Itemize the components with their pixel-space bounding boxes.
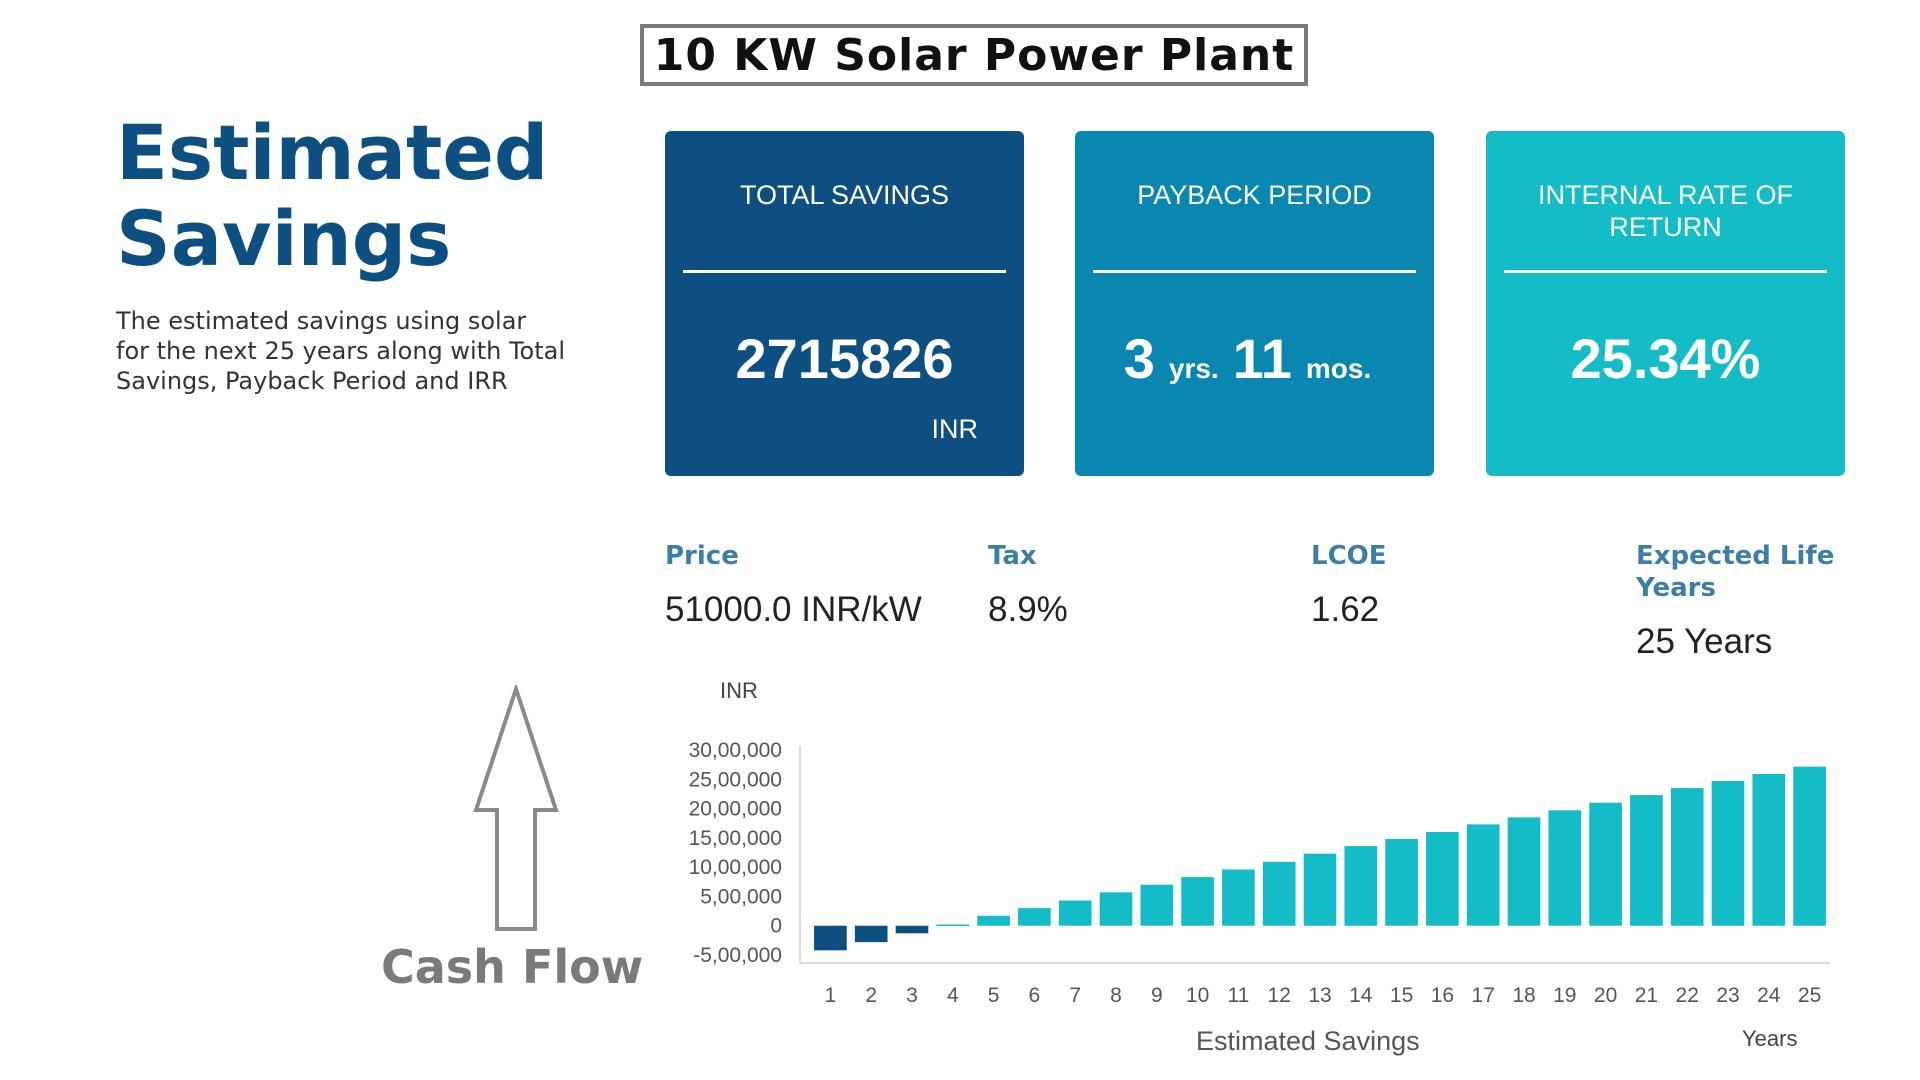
x-tick-label: 5 bbox=[988, 984, 1000, 1007]
bar-year-11 bbox=[1222, 869, 1255, 926]
total-savings-unit: INR bbox=[931, 414, 979, 444]
payback-months-unit: mos. bbox=[1305, 353, 1372, 384]
x-tick-label: 25 bbox=[1798, 984, 1821, 1007]
y-tick-label: 15,00,000 bbox=[689, 827, 782, 850]
total-savings-label: TOTAL SAVINGS bbox=[739, 180, 950, 210]
bar-year-17 bbox=[1466, 824, 1500, 926]
y-tick-label: 5,00,000 bbox=[700, 885, 782, 908]
chart-x-title: Estimated Savings bbox=[1196, 1026, 1420, 1056]
tax-label: Tax bbox=[988, 541, 1037, 571]
x-tick-label: 21 bbox=[1635, 984, 1658, 1007]
page-title: 10 KW Solar Power Plant bbox=[640, 24, 1308, 86]
bar-year-10 bbox=[1181, 877, 1214, 926]
section-heading: Estimated Savings bbox=[116, 110, 576, 282]
payback-months: 11 bbox=[1232, 327, 1292, 390]
bar-year-14 bbox=[1344, 846, 1378, 926]
chart-y-unit: INR bbox=[720, 678, 758, 703]
payback-period-card: PAYBACK PERIOD 3 yrs. 11 mos. bbox=[1075, 131, 1434, 476]
tax-stat: Tax 8.9% bbox=[988, 540, 1068, 630]
bar-year-22 bbox=[1670, 788, 1704, 926]
bar-year-3 bbox=[895, 925, 929, 934]
up-arrow-icon bbox=[473, 685, 559, 931]
irr-card: INTERNAL RATE OF RETURN 25.34% bbox=[1486, 131, 1845, 476]
bar-year-18 bbox=[1507, 817, 1541, 926]
lcoe-value: 1.62 bbox=[1311, 590, 1380, 629]
bar-year-16 bbox=[1426, 832, 1459, 926]
irr-label: INTERNAL RATE OF RETURN bbox=[1537, 180, 1794, 242]
payback-years: 3 bbox=[1123, 327, 1155, 390]
bar-year-24 bbox=[1752, 774, 1786, 926]
x-tick-label: 13 bbox=[1308, 984, 1331, 1007]
bar-year-13 bbox=[1303, 853, 1337, 926]
price-label: Price bbox=[665, 541, 739, 571]
x-tick-label: 20 bbox=[1594, 984, 1617, 1007]
bar-year-21 bbox=[1630, 795, 1663, 926]
x-tick-label: 9 bbox=[1151, 984, 1163, 1007]
y-tick-label: 10,00,000 bbox=[689, 856, 782, 879]
expected-life-value: 25 Years bbox=[1636, 622, 1773, 661]
total-savings-value: 2715826 bbox=[735, 327, 954, 390]
expected-life-label: Expected Life Years bbox=[1636, 541, 1835, 603]
total-savings-card: TOTAL SAVINGS 2715826 INR bbox=[665, 131, 1024, 476]
card-divider bbox=[683, 270, 1006, 273]
x-tick-label: 22 bbox=[1676, 984, 1699, 1007]
x-tick-label: 3 bbox=[906, 984, 918, 1007]
bar-year-15 bbox=[1385, 839, 1418, 926]
x-tick-label: 15 bbox=[1390, 984, 1413, 1007]
x-tick-label: 7 bbox=[1069, 984, 1081, 1007]
lcoe-label: LCOE bbox=[1311, 541, 1387, 571]
card-divider bbox=[1093, 270, 1416, 273]
x-tick-label: 2 bbox=[865, 984, 877, 1007]
card-divider bbox=[1504, 270, 1827, 273]
lcoe-stat: LCOE 1.62 bbox=[1311, 540, 1387, 630]
payback-years-unit: yrs. bbox=[1168, 353, 1219, 384]
x-tick-label: 1 bbox=[825, 984, 837, 1007]
bar-year-5 bbox=[977, 915, 1010, 926]
payback-period-label: PAYBACK PERIOD bbox=[1137, 180, 1372, 210]
y-tick-label: -5,00,000 bbox=[693, 944, 782, 967]
estimated-savings-chart: -5,00,000 0 5,00,000 10,00,000 15,00,000 20,0… bbox=[689, 739, 1830, 1007]
chart-x-unit: Years bbox=[1742, 1026, 1798, 1051]
irr-value: 25.34% bbox=[1570, 327, 1761, 390]
x-tick-label: 10 bbox=[1186, 984, 1209, 1007]
bar-year-2 bbox=[854, 925, 888, 943]
y-tick-label: 25,00,000 bbox=[689, 768, 782, 791]
bar-year-4 bbox=[936, 924, 970, 927]
cash-flow-label: Cash Flow bbox=[381, 940, 644, 994]
expected-life-stat: Expected Life Years 25 Years bbox=[1636, 540, 1866, 662]
bar-year-20 bbox=[1589, 802, 1622, 926]
heading-line-1: Estimated bbox=[116, 108, 549, 197]
x-tick-label: 23 bbox=[1716, 984, 1739, 1007]
y-tick-label: 20,00,000 bbox=[689, 798, 782, 821]
payback-period-value: 3 yrs. 11 mos. bbox=[1075, 326, 1434, 402]
bar-year-12 bbox=[1262, 861, 1296, 926]
bar-year-19 bbox=[1548, 810, 1582, 926]
x-tick-label: 6 bbox=[1029, 984, 1041, 1007]
bar-year-9 bbox=[1140, 884, 1174, 926]
x-tick-label: 11 bbox=[1227, 984, 1249, 1007]
bar-year-1 bbox=[814, 925, 847, 951]
bar-year-8 bbox=[1099, 892, 1133, 926]
bar-year-7 bbox=[1058, 900, 1092, 926]
price-stat: Price 51000.0 INR/kW bbox=[665, 540, 922, 630]
bar-year-6 bbox=[1018, 908, 1051, 926]
x-tick-label: 17 bbox=[1472, 984, 1495, 1007]
bar-year-25 bbox=[1793, 766, 1826, 926]
x-tick-label: 18 bbox=[1512, 984, 1535, 1007]
tax-value: 8.9% bbox=[988, 590, 1068, 629]
x-tick-label: 12 bbox=[1268, 984, 1291, 1007]
heading-line-2: Savings bbox=[116, 194, 452, 283]
x-tick-label: 14 bbox=[1349, 984, 1373, 1007]
y-tick-label: 0 bbox=[770, 915, 782, 938]
x-tick-label: 24 bbox=[1757, 984, 1781, 1007]
x-tick-label: 16 bbox=[1431, 984, 1454, 1007]
x-tick-label: 8 bbox=[1110, 984, 1122, 1007]
bar-year-23 bbox=[1711, 781, 1745, 926]
x-tick-label: 19 bbox=[1553, 984, 1576, 1007]
price-value: 51000.0 INR/kW bbox=[665, 590, 922, 629]
x-tick-label: 4 bbox=[947, 984, 959, 1007]
section-description: The estimated savings using solar for th… bbox=[116, 307, 566, 395]
y-tick-label: 30,00,000 bbox=[689, 739, 782, 762]
